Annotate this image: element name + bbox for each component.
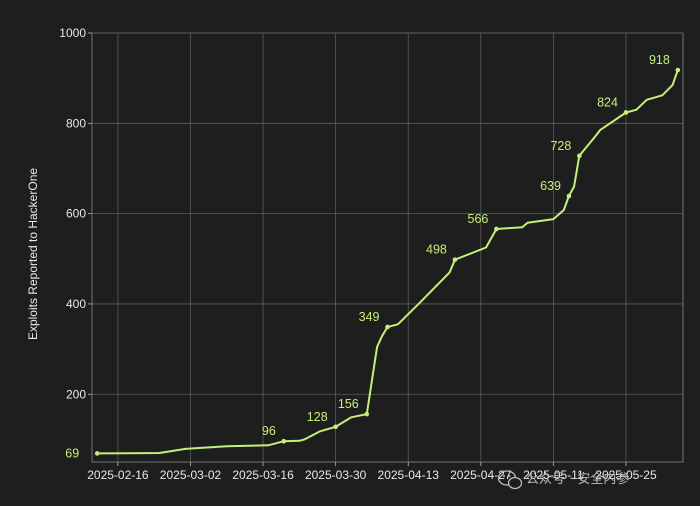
data-point — [566, 193, 572, 199]
x-tick-label: 2025-03-02 — [160, 468, 222, 482]
y-tick-label: 600 — [66, 207, 86, 221]
data-point — [452, 257, 458, 262]
series-line — [97, 69, 679, 455]
data-labels: 69 96 128 156 349 498 566 639 728 824 918 — [65, 53, 670, 460]
data-label: 824 — [597, 95, 618, 109]
data-point — [385, 324, 390, 330]
watermark-text: 公众号 · 安全内参 — [526, 471, 629, 487]
series-group — [94, 67, 681, 456]
y-axis-ticks: 200 400 600 800 1000 — [59, 26, 92, 401]
data-point — [675, 67, 681, 73]
y-tick-label: 1000 — [59, 26, 86, 40]
data-label: 156 — [338, 397, 359, 411]
x-tick-label: 2025-02-16 — [87, 468, 149, 482]
x-tick-label: 2025-03-30 — [305, 468, 367, 482]
data-label: 728 — [550, 139, 571, 153]
data-point — [94, 451, 100, 456]
x-tick-label: 2025-04-27 — [450, 468, 512, 482]
data-label: 96 — [262, 424, 276, 438]
data-label: 349 — [359, 310, 380, 324]
watermark: 公众号 · 安全内参 — [497, 470, 629, 490]
data-label: 498 — [426, 243, 447, 257]
x-tick-label: 2025-04-13 — [378, 468, 440, 482]
y-tick-label: 800 — [66, 116, 86, 130]
data-label: 128 — [307, 410, 328, 424]
plot-frame — [91, 32, 684, 463]
data-label: 639 — [540, 179, 561, 193]
y-tick-label: 200 — [66, 387, 86, 401]
x-tick-label: 2025-05-11 — [523, 468, 584, 482]
x-tick-label: 2025-03-16 — [232, 468, 294, 482]
data-point — [494, 226, 499, 232]
data-label: 566 — [468, 212, 489, 226]
data-point — [281, 438, 287, 444]
grid-lines — [91, 32, 684, 463]
data-point — [577, 153, 582, 159]
x-tick-label: 2025-05-25 — [595, 468, 657, 482]
y-axis-label: Exploits Reported to HackerOne — [26, 168, 40, 340]
data-point — [333, 424, 338, 430]
x-axis-ticks: 2025-02-16 2025-03-02 2025-03-16 2025-03-30… — [87, 462, 657, 482]
data-point — [364, 411, 370, 417]
data-point — [623, 110, 629, 115]
data-label: 69 — [65, 446, 79, 460]
data-label: 918 — [649, 53, 670, 67]
y-tick-label: 400 — [66, 297, 86, 311]
wechat-icon — [497, 470, 523, 490]
